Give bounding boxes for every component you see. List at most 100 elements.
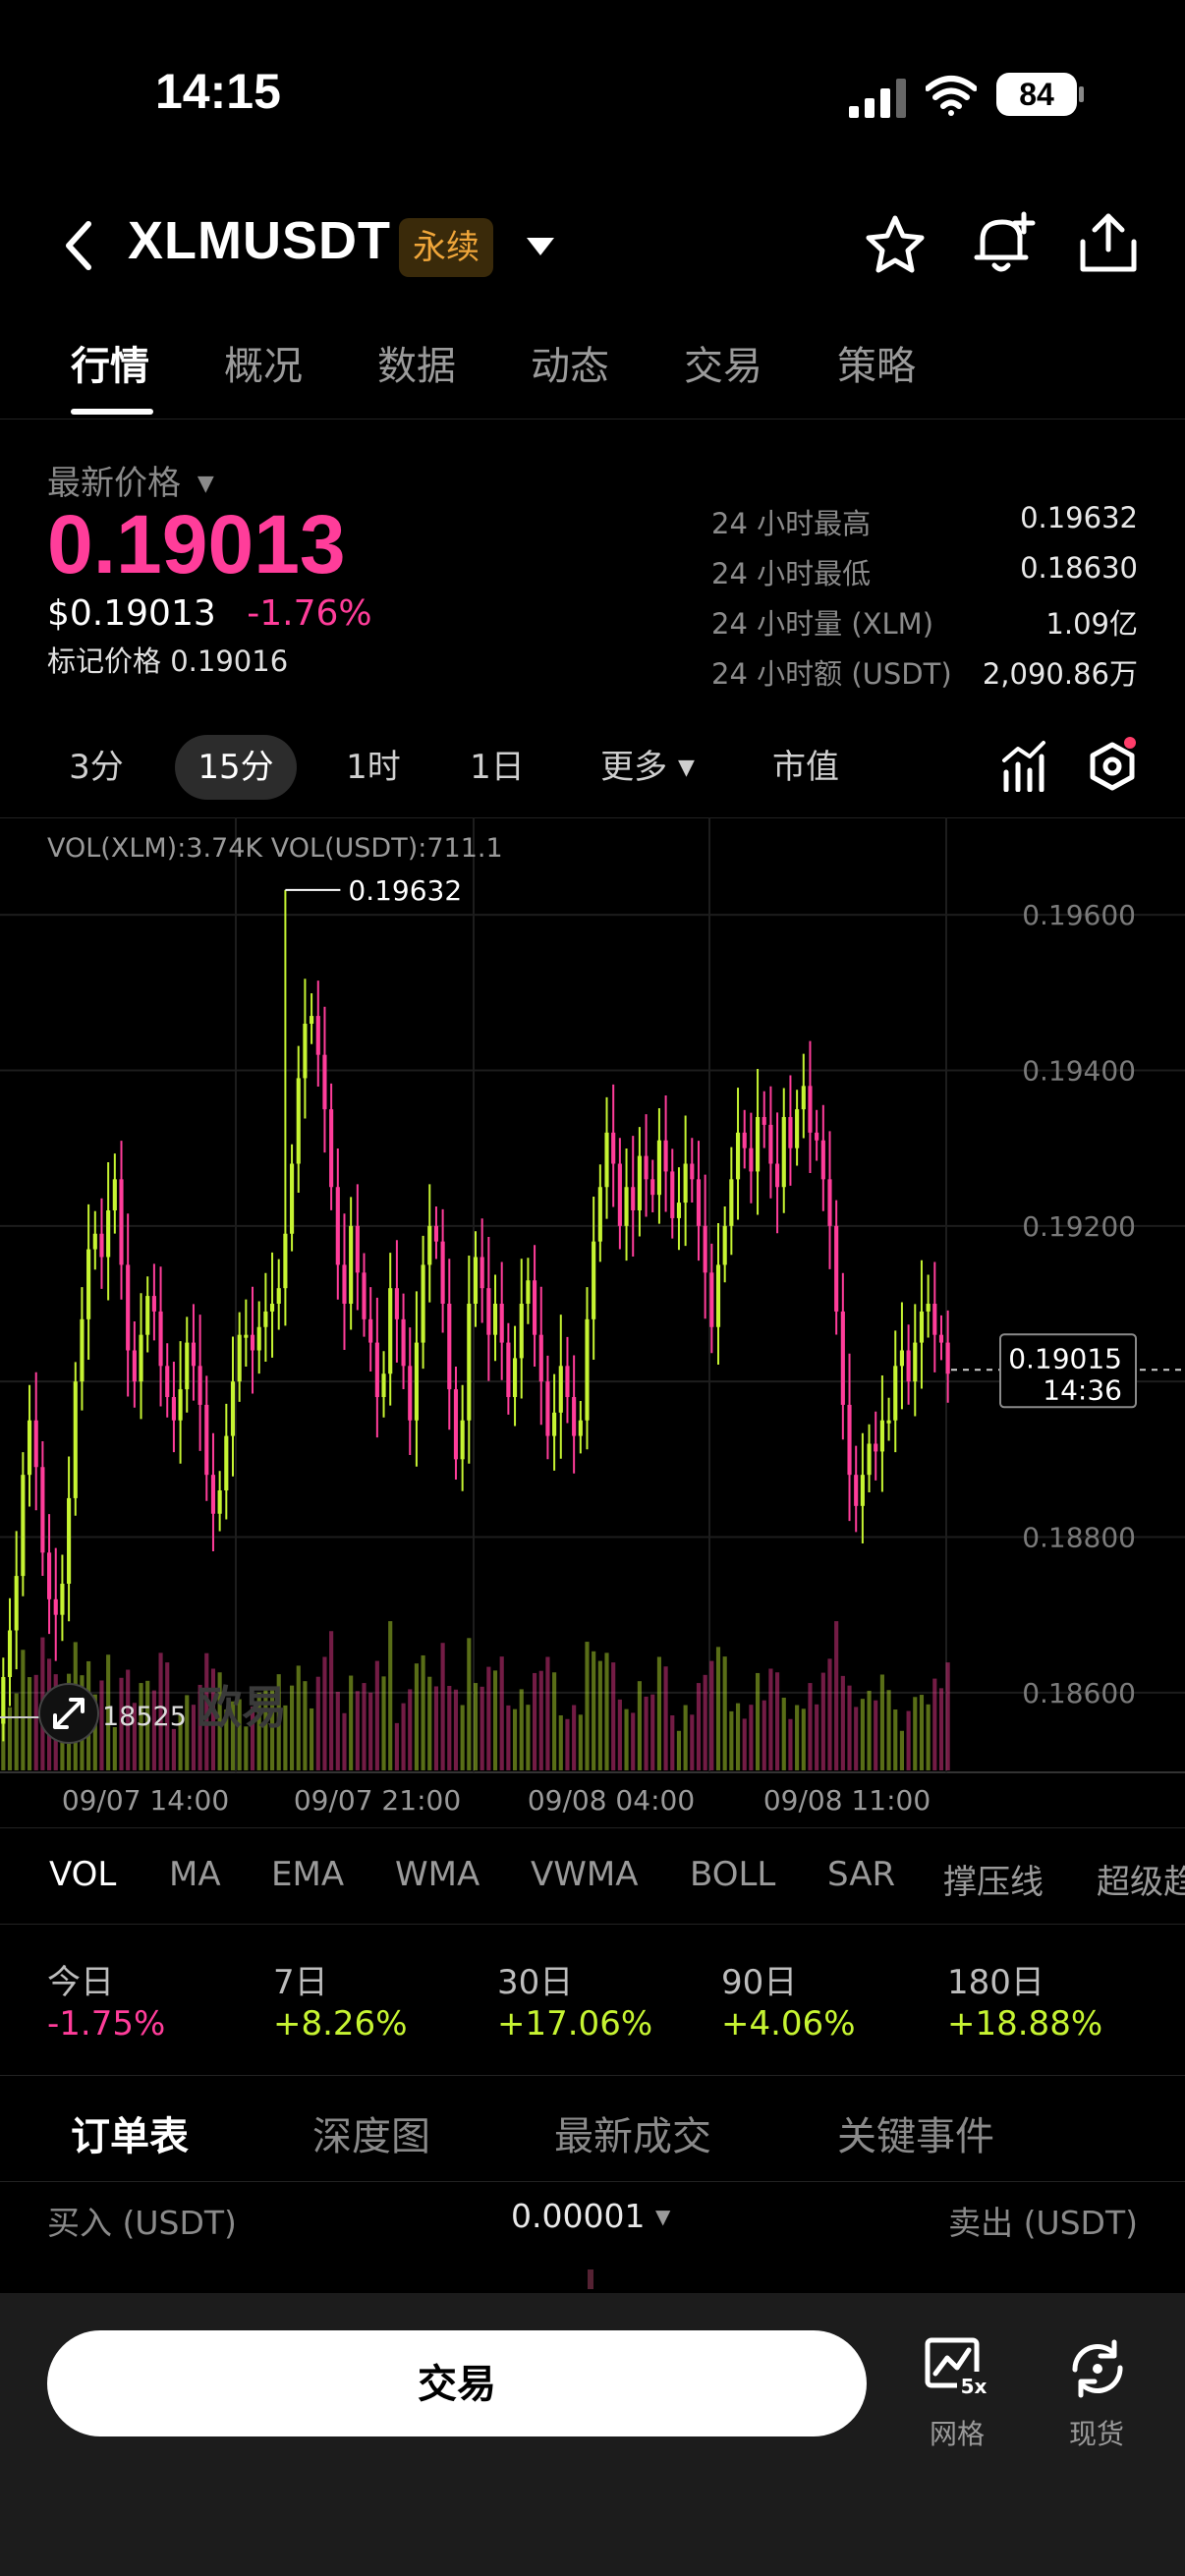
grid-trading-icon[interactable]: 5x [924, 2336, 992, 2401]
indicator-supertrend[interactable]: 超级趋 [1097, 1863, 1185, 1902]
add-alert-bell-icon[interactable] [973, 210, 1036, 275]
candle-body [230, 1381, 236, 1436]
volume-bar [290, 1685, 295, 1770]
candle-body [696, 1179, 702, 1226]
volume-bar [703, 1674, 707, 1770]
tab-overview[interactable]: 概况 [224, 344, 303, 389]
y-axis-tick-label: 0.19400 [1022, 1055, 1136, 1088]
volume-bar [932, 1678, 937, 1770]
perf-label-today: 今日 [47, 1963, 114, 2002]
volume-bar [847, 1685, 852, 1770]
candle-body [945, 1342, 950, 1374]
candle-body [703, 1225, 707, 1273]
mark-price: 标记价格 0.19016 [47, 644, 289, 678]
last-price-label[interactable]: 最新价格 ▼ [47, 464, 214, 503]
candle-body [210, 1475, 216, 1514]
volume-bar [204, 1652, 209, 1770]
candle-body [67, 1497, 72, 1584]
volume-bar [244, 1726, 249, 1770]
volume-bar [854, 1707, 859, 1770]
candle-body [932, 1304, 937, 1335]
indicator-support-resistance[interactable]: 撑压线 [943, 1863, 1044, 1902]
perpetual-badge: 永续 [399, 218, 493, 277]
indicator-ema[interactable]: EMA [271, 1855, 345, 1894]
orderbook-precision-select[interactable]: 0.00001 ▼ [511, 2197, 671, 2235]
volume-bar [362, 1683, 367, 1770]
volume-bar [729, 1710, 734, 1770]
perf-value-7d: +8.26% [273, 2004, 408, 2044]
grid-trading-label[interactable]: 网格 [929, 2418, 985, 2450]
volume-bar [473, 1683, 479, 1770]
chart-settings-icon[interactable] [1085, 735, 1148, 796]
high-marker-label: 0.19632 [348, 874, 462, 907]
candle-body [492, 1304, 498, 1335]
timeframe-3m[interactable]: 3分 [69, 748, 124, 787]
tab-market[interactable]: 行情 [71, 344, 149, 389]
indicator-sar[interactable]: SAR [827, 1855, 896, 1894]
tab-order-book[interactable]: 订单表 [71, 2114, 189, 2159]
timeframe-1h[interactable]: 1时 [346, 748, 401, 787]
volume-bar [414, 1663, 419, 1770]
spot-label[interactable]: 现货 [1068, 2418, 1124, 2450]
indicator-ma[interactable]: MA [169, 1855, 221, 1894]
spot-swap-icon[interactable] [1063, 2336, 1132, 2401]
change-percent: -1.76% [247, 593, 372, 634]
volume-bar [210, 1668, 216, 1770]
indicator-boll[interactable]: BOLL [690, 1855, 776, 1894]
indicator-vwma[interactable]: VWMA [531, 1855, 639, 1894]
tab-strategy[interactable]: 策略 [837, 344, 916, 389]
indicator-chart-icon[interactable] [1000, 739, 1047, 792]
indicator-wma[interactable]: WMA [395, 1855, 480, 1894]
candle-body [480, 1257, 484, 1289]
tab-latest-trades[interactable]: 最新成交 [554, 2114, 711, 2159]
share-icon[interactable] [1077, 210, 1140, 275]
candle-body [827, 1179, 832, 1226]
tab-key-events[interactable]: 关键事件 [837, 2114, 994, 2159]
candle-body [874, 1443, 878, 1452]
tab-trade[interactable]: 交易 [684, 344, 762, 389]
volume-bar [492, 1670, 498, 1770]
volume-bar [781, 1698, 786, 1770]
tab-data[interactable]: 数据 [377, 344, 456, 389]
volume-bar [644, 1696, 649, 1770]
volume-bar [899, 1730, 905, 1770]
volume-bar [913, 1697, 918, 1770]
candle-body [729, 1179, 734, 1226]
stat-value: 0.18630 [1020, 551, 1138, 585]
trade-button[interactable]: 交易 [47, 2330, 867, 2436]
favorite-star-icon[interactable] [865, 214, 926, 275]
timeframe-more[interactable]: 更多 ▼ [600, 748, 695, 787]
candle-body [749, 1148, 754, 1172]
tab-news[interactable]: 动态 [531, 344, 609, 389]
volume-bar [945, 1662, 950, 1770]
candle-body [913, 1342, 918, 1382]
candle-body [204, 1404, 209, 1476]
candle-body [1, 1677, 6, 1724]
timeframe-15m[interactable]: 15分 [175, 735, 297, 800]
volume-legend: VOL(XLM):3.74K VOL(USDT):711.1 [47, 833, 503, 864]
usd-price: $0.19013 [47, 593, 216, 634]
tab-depth-chart[interactable]: 深度图 [312, 2114, 430, 2159]
candle-body [21, 1475, 26, 1577]
candle-body [92, 1233, 97, 1250]
candlestick-chart[interactable]: 0.19600 0.19400 0.19200 0.18800 0.18600 0.196… [0, 817, 1185, 1790]
pair-dropdown-icon[interactable] [525, 236, 556, 257]
candle-body [263, 1311, 268, 1327]
volume-bar [178, 1714, 183, 1770]
indicator-vol[interactable]: VOL [49, 1855, 117, 1894]
candle-body [460, 1420, 465, 1460]
candle-body [374, 1342, 379, 1397]
stat-24h-turnover: 24 小时额 (USDT) 2,090.86万 [711, 651, 1138, 693]
trading-pair-title[interactable]: XLMUSDT [128, 211, 391, 270]
volume-bar [827, 1658, 832, 1770]
candle-body [506, 1342, 511, 1397]
back-arrow-icon[interactable] [59, 216, 98, 275]
status-time: 14:15 [155, 64, 281, 119]
timeframe-marketcap[interactable]: 市值 [772, 748, 839, 787]
candle-body [158, 1311, 163, 1367]
candle-body [46, 1552, 52, 1599]
candle-body [315, 1016, 320, 1055]
candle-body [414, 1342, 419, 1421]
volume-bar [1, 1715, 6, 1770]
timeframe-1d[interactable]: 1日 [470, 748, 525, 787]
